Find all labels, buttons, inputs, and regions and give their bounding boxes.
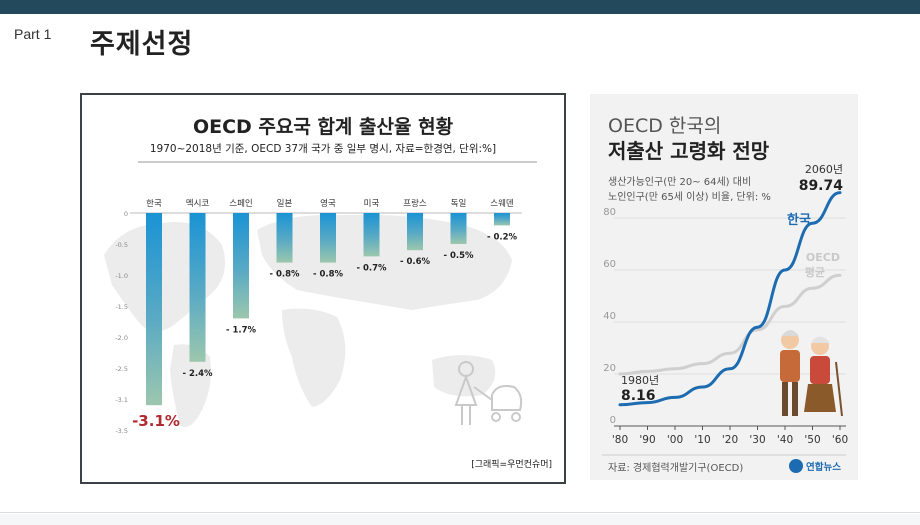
value-label: - 0.5%	[443, 251, 474, 261]
category-label: 영국	[320, 198, 336, 209]
bar	[276, 213, 293, 263]
mother-stroller-icon	[454, 361, 523, 425]
value-label: - 0.8%	[313, 270, 344, 280]
line-series-group	[618, 191, 842, 407]
y-tick-label: 40	[603, 311, 616, 322]
bar	[494, 213, 510, 226]
value-label: - 2.4%	[182, 369, 213, 379]
source-label: 자료: 경제협력개발기구(OECD)	[608, 461, 743, 474]
line-grid: 0 20 40 60 80 '80 '90 '00 '10 '20 '30 '40 '50 '60	[603, 207, 848, 446]
x-tick-label: '50	[804, 434, 820, 446]
x-tick-label: '80	[612, 434, 628, 446]
bar	[320, 213, 336, 263]
category-label: 스웨덴	[490, 198, 514, 209]
y-tick-label: -2.0	[115, 334, 128, 342]
bar	[146, 213, 162, 406]
start-value-label: 8.16	[621, 388, 656, 404]
x-tick-label: '30	[749, 434, 765, 446]
oecd-series-label-1: OECD	[806, 251, 840, 264]
start-year-label: 1980년	[621, 374, 659, 387]
y-tick-label: -1.0	[115, 272, 128, 280]
value-label: - 0.8%	[269, 270, 300, 280]
value-label: - 0.7%	[356, 263, 387, 273]
news-logo-text: 연합뉴스	[806, 461, 841, 473]
y-tick-label: -3.5	[115, 427, 128, 435]
value-label: -3.1%	[132, 412, 180, 430]
x-tick-label: '40	[777, 434, 793, 446]
part-label: Part 1	[14, 26, 52, 42]
line-chart-desc-2: 노인인구(만 65세 이상) 비율, 단위: %	[608, 190, 771, 203]
bar	[233, 213, 249, 319]
korea-line	[618, 191, 842, 407]
x-tick-label: '90	[639, 434, 655, 446]
bar-chart-subtitle: 1970~2018년 기준, OECD 37개 국가 중 일부 명시, 자료=한…	[150, 142, 496, 155]
line-chart-title-2: 저출산 고령화 전망	[608, 139, 770, 163]
birth-rate-chart-card: OECD 주요국 합계 출산율 현황 1970~2018년 기준, OECD 3…	[80, 93, 566, 484]
slide-title: 주제선정	[90, 29, 194, 60]
bar	[189, 213, 206, 362]
value-label: - 1.7%	[226, 325, 257, 335]
elderly-couple-icon	[780, 330, 843, 417]
end-year-label: 2060년	[805, 163, 843, 176]
bars-group: 0 -0.5 -1.0 -1.5 -2.0 -2.5 -3.1 -3.5 한국 -3.1% 멕시코 -…	[115, 198, 517, 435]
y-tick-label: 60	[603, 259, 616, 270]
aging-line-chart: OECD 한국의 저출산 고령화 전망 생산가능인구(만 20~ 64세) 대비…	[602, 115, 848, 474]
y-tick-label: 20	[603, 363, 616, 374]
value-label: - 0.2%	[487, 232, 518, 242]
korea-series-label: 한국	[787, 212, 811, 228]
y-tick-label: 0	[124, 210, 128, 218]
y-tick-label: -0.5	[115, 241, 128, 249]
bar	[450, 213, 467, 244]
footer-divider	[0, 512, 920, 513]
line-chart-desc-1: 생산가능인구(만 20~ 64세) 대비	[608, 176, 751, 188]
aging-forecast-chart-card: OECD 한국의 저출산 고령화 전망 생산가능인구(만 20~ 64세) 대비…	[590, 94, 858, 480]
y-tick-label: -1.5	[115, 303, 128, 311]
category-label: 프랑스	[403, 198, 427, 209]
end-value-label: 89.74	[799, 178, 844, 194]
graphic-credit: [그래픽=우먼컨슈머]	[471, 459, 552, 470]
category-label: 멕시코	[186, 198, 210, 209]
category-label: 한국	[146, 199, 162, 209]
birth-rate-bar-chart: OECD 주요국 합계 출산율 현황 1970~2018년 기준, OECD 3…	[104, 115, 552, 470]
line-chart-title-1: OECD 한국의	[608, 115, 721, 137]
category-label: 스페인	[229, 198, 252, 209]
bar	[363, 213, 380, 257]
top-banner-bar	[0, 0, 920, 14]
y-tick-label: -2.5	[115, 365, 128, 373]
x-tick-label: '60	[832, 434, 848, 446]
category-label: 미국	[364, 199, 380, 209]
oecd-line	[618, 273, 842, 376]
news-logo-icon	[789, 459, 803, 473]
x-tick-label: '10	[694, 434, 710, 446]
x-tick-label: '20	[722, 434, 738, 446]
oecd-series-label-2: 평균	[805, 265, 825, 279]
x-tick-label: '00	[667, 434, 683, 446]
bar	[407, 213, 423, 251]
y-tick-label: -3.1	[115, 396, 128, 404]
footer-strip	[0, 514, 920, 525]
y-tick-label: 80	[603, 207, 616, 218]
bar-chart-title: OECD 주요국 합계 출산율 현황	[193, 115, 454, 138]
y-tick-label: 0	[610, 415, 616, 426]
category-label: 독일	[451, 199, 467, 209]
world-map-background	[104, 214, 512, 428]
category-label: 일본	[277, 199, 293, 209]
value-label: - 0.6%	[400, 257, 431, 267]
